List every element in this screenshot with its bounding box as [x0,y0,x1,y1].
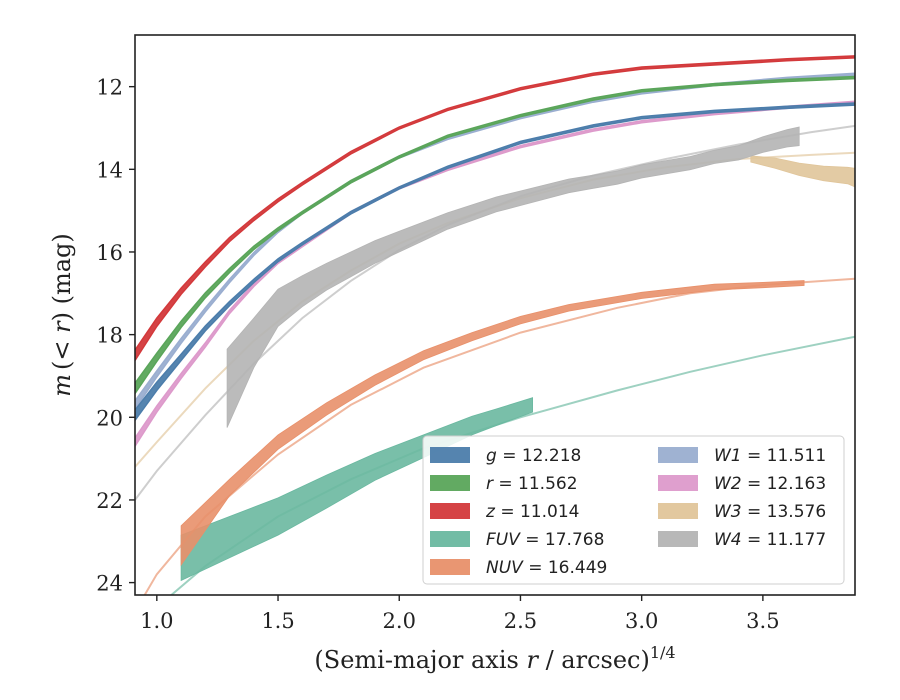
x-tick-label: 2.5 [504,609,537,633]
legend-entry-nuv: NUV = 16.449 [430,558,607,578]
x-tick-label: 1.0 [140,609,173,633]
legend-swatch [658,531,698,547]
legend-label: g = 12.218 [486,446,581,466]
profile-band-z [135,55,855,362]
legend-label: W1 = 11.511 [714,446,826,466]
plot-frame [134,34,856,596]
legend-entry-w3: W3 = 13.576 [658,502,826,522]
x-tick-label: 3.5 [746,609,779,633]
x-tick-label: 3.0 [625,609,658,633]
legend-swatch [430,559,470,575]
legend-box [422,435,845,585]
profile-band-nuv [180,280,805,567]
legend-label: NUV = 16.449 [486,558,607,578]
y-tick-label: 12 [96,76,123,100]
legend-label: z = 11.014 [485,502,579,522]
legend-entry-g: g = 12.218 [430,446,581,466]
y-axis-label: m(< r) (mag) [48,233,76,397]
legend-entry-fuv: FUV = 17.768 [430,530,604,550]
x-axis-ticks: 1.0 1.5 2.0 2.5 3.0 3.5 [140,595,780,633]
y-tick-label: 20 [96,406,123,430]
profile-band-w3 [750,155,855,188]
x-axis-label: (Semi-major axis r / arcsec)1/4 [314,643,675,674]
legend-swatch [430,447,470,463]
legend-entry-z: z = 11.014 [430,502,579,522]
legend-label: W3 = 13.576 [714,502,826,522]
legend-entry-r: r = 11.562 [430,474,578,494]
legend-swatch [430,503,470,519]
series-g [135,102,855,422]
series-nuv [143,277,855,595]
y-tick-label: 16 [96,241,123,265]
legend: g = 12.218 r = 11.562 z = 11.014 FUV = 17.7… [422,435,845,585]
legend-entry-w4: W4 = 11.177 [658,530,826,550]
legend-entries: g = 12.218 r = 11.562 z = 11.014 FUV = 17.7… [430,446,826,578]
legend-label: W4 = 11.177 [714,530,826,550]
profile-band-g [135,102,855,422]
legend-label: r = 11.562 [486,474,578,494]
legend-entry-w2: W2 = 12.163 [658,474,826,494]
legend-label: W2 = 12.163 [714,474,826,494]
y-tick-label: 14 [96,158,123,182]
y-tick-label: 22 [96,489,123,513]
series-w4 [135,124,855,501]
series-layer [135,55,855,595]
x-tick-label: 2.0 [383,609,416,633]
x-tick-label: 1.5 [261,609,294,633]
legend-swatch [658,475,698,491]
series-z [135,55,855,362]
y-axis-ticks: 12 14 16 18 20 22 24 [96,76,135,596]
legend-swatch [658,503,698,519]
profile-band-w4 [226,126,800,428]
y-tick-label: 24 [96,572,123,596]
y-tick-label: 18 [96,324,123,348]
legend-entry-w1: W1 = 11.511 [658,446,826,466]
series-r [135,75,855,395]
legend-label: FUV = 17.768 [486,530,604,550]
legend-swatch [658,447,698,463]
profile-band-r [135,75,855,395]
legend-swatch [430,475,470,491]
legend-swatch [430,531,470,547]
